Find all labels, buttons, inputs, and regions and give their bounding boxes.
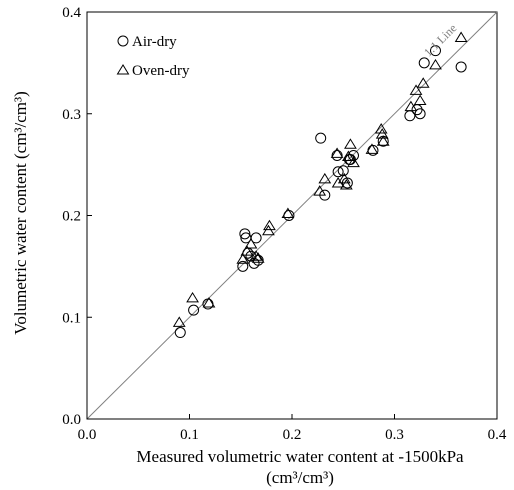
data-point-air-dry [237, 260, 249, 272]
data-point-oven-dry [263, 219, 276, 231]
data-point-oven-dry [341, 150, 355, 161]
x-tick-label: 0.2 [283, 427, 302, 443]
x-axis-title: Measured volumetric water content at -15… [136, 447, 464, 466]
data-point-oven-dry [413, 94, 427, 106]
data-point-oven-dry [404, 100, 418, 112]
legend-marker-oven-dry [116, 64, 130, 75]
y-tick-label: 0.3 [62, 107, 81, 123]
data-point-oven-dry [416, 77, 430, 88]
data-point-air-dry [332, 166, 344, 178]
data-point-air-dry [250, 232, 262, 244]
data-point-air-dry [239, 228, 251, 240]
legend-label-air-dry: Air-dry [132, 34, 177, 50]
data-point-air-dry [331, 149, 343, 161]
data-point-oven-dry [249, 250, 263, 261]
data-point-oven-dry [172, 316, 186, 327]
data-point-oven-dry [244, 238, 258, 249]
x-axis-ticks: 0.0 0.1 0.2 0.3 0.4 [78, 414, 507, 443]
y-tick-label: 0.1 [62, 310, 81, 326]
data-point-oven-dry [330, 147, 344, 158]
reference-line-label: 1:1 Line [421, 21, 459, 59]
data-point-oven-dry [281, 207, 295, 218]
data-point-oven-dry [365, 143, 379, 154]
data-point-oven-dry [376, 135, 390, 146]
x-axis-unit: (cm³/cm³) [266, 468, 334, 487]
x-tick-label: 0.3 [385, 427, 404, 443]
data-point-oven-dry [454, 31, 468, 42]
data-point-oven-dry [374, 123, 388, 134]
data-point-oven-dry [344, 138, 357, 149]
data-point-oven-dry [347, 156, 360, 168]
y-tick-label: 0.0 [62, 412, 81, 428]
data-point-air-dry [455, 61, 467, 73]
data-point-air-dry [174, 327, 186, 339]
data-point-air-dry [188, 304, 200, 316]
y-tick-label: 0.4 [62, 5, 81, 21]
legend-label-oven-dry: Oven-dry [132, 63, 190, 79]
legend: Air-dry Oven-dry [116, 34, 190, 79]
data-point-oven-dry [236, 253, 250, 264]
y-tick-label: 0.2 [62, 209, 81, 225]
x-tick-label: 0.0 [78, 427, 97, 443]
data-point-oven-dry [240, 245, 254, 256]
data-point-air-dry [315, 132, 327, 144]
data-point-oven-dry [429, 58, 442, 70]
y-axis-title: Volumetric water content (cm³/cm³) [11, 91, 30, 335]
y-axis-ticks: 0.0 0.1 0.2 0.3 0.4 [62, 5, 92, 428]
x-tick-label: 0.4 [488, 427, 507, 443]
data-point-air-dry [418, 57, 430, 69]
legend-marker-air-dry [117, 35, 129, 47]
data-point-oven-dry [313, 185, 327, 196]
data-point-air-dry [414, 108, 426, 120]
data-points-group [172, 31, 468, 339]
data-point-oven-dry [202, 297, 216, 308]
data-point-oven-dry [251, 252, 265, 263]
data-point-air-dry [430, 45, 441, 57]
data-point-oven-dry [262, 224, 275, 236]
data-point-oven-dry [409, 84, 423, 95]
data-point-oven-dry [186, 291, 199, 303]
data-point-oven-dry [339, 179, 353, 190]
x-tick-label: 0.1 [180, 427, 199, 443]
data-point-oven-dry [318, 172, 332, 184]
